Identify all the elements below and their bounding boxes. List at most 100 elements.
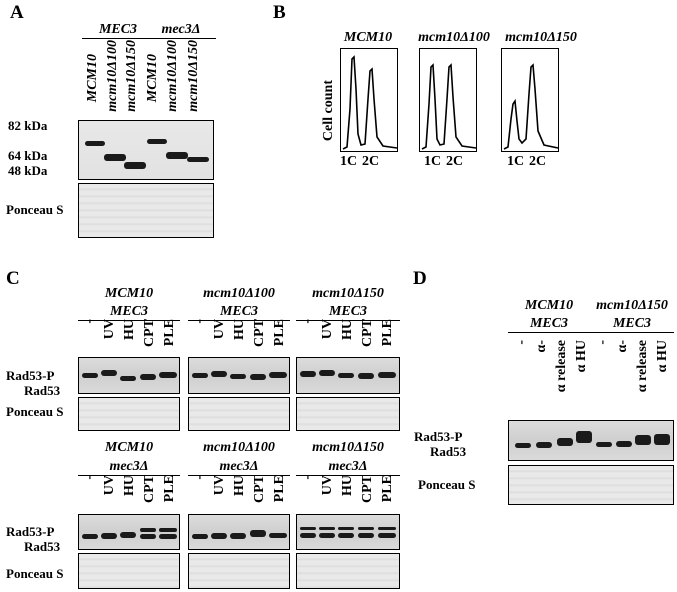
c-top-g1-lane-2: UV [102, 319, 117, 340]
c-bot-g3-lane-3: HU [340, 475, 355, 496]
panel-c-label: C [6, 268, 20, 289]
c-bot-geno-2-line2: mec3Δ [188, 459, 290, 476]
marker-48: 48 kDa [8, 163, 48, 178]
c-bot-g3-lane-1: - [300, 475, 315, 480]
c-top-ponceau-3 [296, 397, 400, 431]
d-g2-lane-3: α release [635, 340, 650, 393]
c-top-blot-2 [188, 357, 290, 394]
c-bot-g3-lane-2: UV [320, 475, 335, 496]
c-bot-g2-lane-2: UV [212, 475, 227, 496]
c-bot-ponceau-3 [296, 553, 400, 589]
panel-a-lane-2: mcm10Δ100 [105, 40, 120, 112]
c-top-ponceau-2 [188, 397, 290, 431]
c-bot-g1-lane-5: PLE [162, 475, 177, 503]
d-geno-1-line2: MEC3 [508, 316, 590, 333]
c-bot-blot-3 [296, 514, 400, 550]
c-bot-ponceau-1 [78, 553, 180, 589]
c-bot-rad53p-label: Rad53-P [6, 524, 55, 539]
hist3-2c: 2C [529, 154, 547, 169]
c-bot-ponceau-label: Ponceau S [6, 566, 64, 581]
hist1-1c: 1C [340, 154, 358, 169]
c-bot-g3-lane-5: PLE [380, 475, 395, 503]
c-top-g3-lane-4: CPT [360, 319, 375, 347]
c-top-ponceau-label: Ponceau S [6, 404, 64, 419]
c-top-rad53-label: Rad53 [24, 383, 61, 398]
band [147, 139, 167, 144]
c-top-geno-2-line2: MEC3 [188, 304, 290, 321]
c-bot-geno-1-line2: mec3Δ [78, 459, 180, 476]
panel-b-title-1: MCM10 [343, 30, 393, 45]
c-bot-g2-lane-5: PLE [272, 475, 287, 503]
panel-a-group-mec3-delta: mec3Δ [146, 22, 216, 39]
band [85, 141, 105, 146]
c-top-g1-lane-5: PLE [162, 319, 177, 347]
panel-a-group-mec3: MEC3 [82, 22, 154, 39]
flow-histogram-1 [340, 48, 398, 152]
c-top-g2-lane-1: - [192, 319, 207, 324]
panel-b-label: B [273, 2, 286, 23]
c-top-g2-lane-3: HU [232, 319, 247, 340]
d-g1-lane-4: α HU [574, 340, 589, 373]
panel-a-lane-5: mcm10Δ100 [165, 40, 180, 112]
d-g1-lane-2: α- [534, 340, 549, 353]
d-rad53p-label: Rad53-P [414, 429, 463, 444]
c-bot-g1-lane-3: HU [122, 475, 137, 496]
c-bot-ponceau-2 [188, 553, 290, 589]
flow-histogram-3 [501, 48, 559, 152]
panel-a-lane-3: mcm10Δ150 [124, 40, 139, 112]
d-geno-2-line2: MEC3 [590, 316, 674, 333]
c-top-g3-lane-3: HU [340, 319, 355, 340]
d-blot [508, 420, 674, 461]
c-top-g2-lane-5: PLE [272, 319, 287, 347]
panel-a-lane-6: mcm10Δ150 [186, 40, 201, 112]
c-top-g3-lane-5: PLE [380, 319, 395, 347]
c-bot-g1-lane-2: UV [102, 475, 117, 496]
band [166, 152, 188, 159]
c-top-geno-1-line1: MCM10 [104, 286, 154, 301]
c-bot-blot-2 [188, 514, 290, 550]
panel-a-ponceau-label: Ponceau S [6, 202, 64, 217]
band [104, 154, 126, 161]
d-geno-1-line1: MCM10 [524, 298, 574, 313]
panel-b-title-3: mcm10Δ150 [505, 30, 577, 45]
panel-b-title-2: mcm10Δ100 [418, 30, 490, 45]
d-ponceau [508, 465, 674, 505]
panel-a-lane-1: MCM10 [85, 54, 100, 103]
flow-histogram-2 [419, 48, 477, 152]
d-g2-lane-4: α HU [655, 340, 670, 373]
d-g1-lane-1: - [514, 340, 529, 345]
c-top-g1-lane-3: HU [122, 319, 137, 340]
c-bot-g2-lane-3: HU [232, 475, 247, 496]
c-bot-g2-lane-1: - [192, 475, 207, 480]
c-bot-geno-1-line1: MCM10 [104, 440, 154, 455]
panel-a-label: A [10, 2, 24, 23]
hist1-2c: 2C [362, 154, 380, 169]
c-top-g1-lane-1: - [82, 319, 97, 324]
d-g1-lane-3: α release [554, 340, 569, 393]
hist3-1c: 1C [507, 154, 525, 169]
marker-64: 64 kDa [8, 148, 48, 163]
c-bot-g2-lane-4: CPT [252, 475, 267, 503]
d-geno-2-line1: mcm10Δ150 [596, 298, 668, 313]
panel-d-label: D [413, 268, 427, 289]
c-top-ponceau-1 [78, 397, 180, 431]
c-bot-geno-3-line1: mcm10Δ150 [312, 440, 384, 455]
c-top-g3-lane-2: UV [320, 319, 335, 340]
c-top-geno-1-line2: MEC3 [78, 304, 180, 321]
band [187, 157, 209, 162]
panel-a-lane-4: MCM10 [145, 54, 160, 103]
c-top-geno-3-line2: MEC3 [296, 304, 400, 321]
d-g2-lane-2: α- [615, 340, 630, 353]
c-top-g3-lane-1: - [300, 319, 315, 324]
panel-b-ylabel: Cell count [321, 80, 336, 142]
c-bot-geno-3-line2: mec3Δ [296, 459, 400, 476]
c-top-rad53p-label: Rad53-P [6, 368, 55, 383]
c-top-g1-lane-4: CPT [142, 319, 157, 347]
c-bot-blot-1 [78, 514, 180, 550]
c-top-geno-3-line1: mcm10Δ150 [312, 286, 384, 301]
c-bot-geno-2-line1: mcm10Δ100 [203, 440, 275, 455]
c-top-geno-2-line1: mcm10Δ100 [203, 286, 275, 301]
c-bot-g3-lane-4: CPT [360, 475, 375, 503]
d-g2-lane-1: - [595, 340, 610, 345]
